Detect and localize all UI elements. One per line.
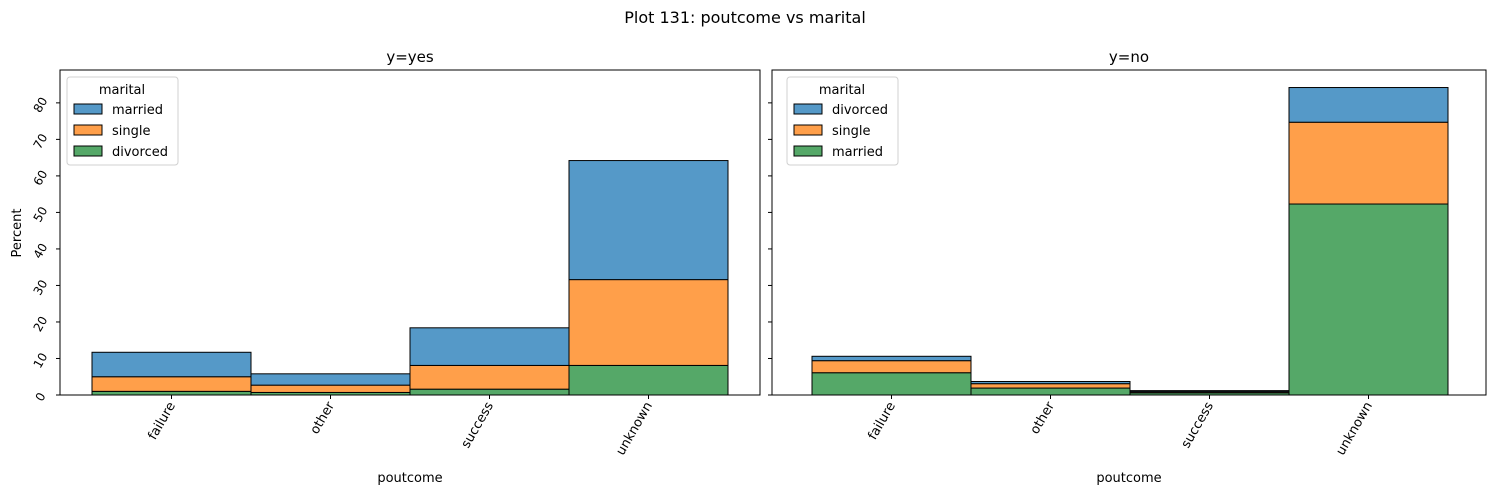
- subplot-yes: y=yes 0 10 20 30 40 50 60 70 80 failure other succ…: [10, 48, 761, 486]
- subplot-yes-bars: [91, 160, 729, 396]
- legend-swatch-divorced: [73, 145, 103, 157]
- legend-title: marital: [99, 83, 145, 98]
- legend-label-divorced: divorced: [832, 103, 888, 118]
- legend-label-divorced: divorced: [112, 145, 168, 160]
- legend-label-single: single: [832, 124, 871, 139]
- x-tick-label-failure: failure: [865, 400, 899, 443]
- bar-other-single: [250, 384, 411, 393]
- subplot-no-frame: [771, 69, 1487, 396]
- legend-box: [786, 76, 899, 166]
- subplot-yes-x-label: poutcome: [377, 471, 442, 486]
- legend-swatch-married: [793, 145, 823, 157]
- x-tick-label-unknown: unknown: [1333, 400, 1376, 459]
- subplot-no-legend: marital divorced single married: [786, 76, 899, 166]
- y-tick-label: 0: [33, 390, 49, 404]
- legend-label-married: married: [832, 145, 883, 160]
- subplot-yes-y-ticks: 0 10 20 30 40 50 60 70 80: [31, 95, 60, 404]
- bar-success-divorced: [409, 388, 570, 396]
- figure-title: Plot 131: poutcome vs marital: [624, 8, 866, 27]
- bar-failure-divorced: [811, 355, 972, 362]
- y-tick-label: 20: [31, 314, 51, 334]
- bar-unknown-married: [1288, 203, 1449, 396]
- subplot-no-title: y=no: [1109, 48, 1149, 66]
- y-tick-label: 40: [31, 241, 51, 261]
- bar-unknown-divorced: [1288, 87, 1449, 123]
- y-tick-label: 70: [31, 131, 51, 151]
- bar-failure-single: [91, 376, 252, 392]
- bar-unknown-single: [568, 279, 729, 366]
- y-tick-label: 50: [31, 204, 51, 224]
- x-tick-label-success: success: [459, 399, 498, 451]
- bar-other-married: [970, 387, 1131, 396]
- subplot-no-x-label: poutcome: [1096, 471, 1161, 486]
- subplot-no-x-ticks: failure other success unknown: [865, 395, 1376, 458]
- bar-success-divorced: [1129, 390, 1290, 393]
- x-tick-label-success: success: [1179, 399, 1218, 451]
- bar-other-divorced: [970, 380, 1131, 385]
- x-tick-label-failure: failure: [145, 400, 179, 443]
- y-tick-label: 60: [31, 168, 51, 188]
- subplot-no-y-ticks: [768, 102, 772, 396]
- legend-label-single: single: [112, 124, 151, 139]
- bar-unknown-single: [1288, 121, 1449, 205]
- y-tick-label: 30: [31, 277, 51, 297]
- legend-title: marital: [819, 83, 865, 98]
- bar-success-single: [409, 364, 570, 390]
- x-tick-label-unknown: unknown: [613, 400, 656, 459]
- bar-failure-married: [811, 372, 972, 396]
- y-tick-label: 10: [31, 350, 51, 370]
- legend-label-married: married: [112, 103, 163, 118]
- subplot-yes-y-label: Percent: [10, 209, 25, 258]
- x-tick-label-other: other: [308, 399, 339, 437]
- subplot-yes-title: y=yes: [386, 48, 434, 66]
- x-tick-label-other: other: [1028, 399, 1059, 437]
- bar-failure-single: [811, 360, 972, 374]
- bar-unknown-divorced: [568, 364, 729, 396]
- bar-other-married: [250, 373, 411, 386]
- subplot-yes-legend: marital married single divorced: [66, 76, 179, 166]
- legend-swatch-single: [793, 124, 823, 136]
- bar-success-married: [409, 327, 570, 366]
- legend-box: [66, 76, 179, 166]
- y-tick-label: 80: [31, 95, 51, 115]
- subplot-yes-x-ticks: failure other success unknown: [145, 395, 656, 458]
- bar-other-single: [970, 383, 1131, 389]
- legend-swatch-single: [73, 124, 103, 136]
- legend-swatch-divorced: [793, 103, 823, 115]
- subplot-yes-frame: [59, 69, 761, 396]
- legend-swatch-married: [73, 103, 103, 115]
- subplot-no: y=no failure other success unknown poutcome…: [768, 48, 1487, 486]
- subplot-no-bars: [811, 87, 1449, 396]
- bar-unknown-married: [568, 160, 729, 281]
- bar-failure-married: [91, 351, 252, 378]
- bar-failure-divorced: [91, 390, 252, 396]
